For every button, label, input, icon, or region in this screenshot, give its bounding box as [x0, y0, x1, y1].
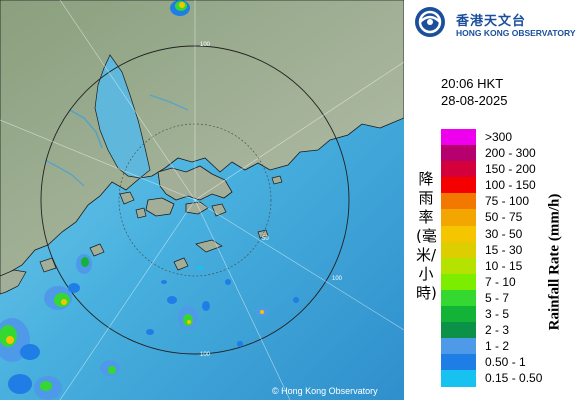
legend-label: 75 - 100 — [485, 194, 530, 209]
observatory-emblem-icon — [415, 7, 445, 37]
observatory-logo[interactable]: 香港天文台 HONG KONG OBSERVATORY — [414, 6, 576, 46]
copyright: © Hong Kong Observatory — [272, 386, 378, 396]
legend-label: 150 - 200 — [485, 162, 536, 177]
island — [135, 207, 147, 219]
island — [39, 257, 57, 273]
pearl-river-estuary — [94, 54, 151, 179]
island — [173, 257, 189, 271]
legend-swatch — [441, 338, 476, 355]
legend-label: 200 - 300 — [485, 146, 536, 161]
logo-name-en: HONG KONG OBSERVATORY — [456, 28, 576, 38]
radar-map[interactable]: 100 100 100 50 — [0, 0, 404, 400]
legend-swatch — [441, 354, 476, 371]
legend-swatch — [441, 225, 476, 242]
legend-swatch — [441, 273, 476, 290]
legend-label: 0.50 - 1 — [485, 355, 526, 370]
lantau-island — [145, 197, 175, 217]
legend-label: 7 - 10 — [485, 274, 516, 289]
legend-swatch — [441, 145, 476, 162]
legend-swatch — [441, 209, 476, 226]
legend-axis-label-zh: 降雨率(毫米/小時) — [416, 170, 437, 302]
ring-label-100: 100 — [200, 352, 211, 358]
legend-swatch — [441, 370, 476, 387]
island — [257, 229, 269, 239]
legend-swatch — [441, 322, 476, 339]
legend-panel: 香港天文台 HONG KONG OBSERVATORY 20:06 HKT 28… — [404, 0, 577, 400]
island — [89, 243, 105, 257]
ring-label-100: 100 — [332, 276, 343, 282]
legend-swatch — [441, 177, 476, 194]
legend-swatch — [441, 257, 476, 274]
legend-label: 1 - 2 — [485, 339, 510, 354]
legend-label: 10 - 15 — [485, 258, 523, 273]
legend-swatch — [441, 129, 476, 146]
legend-label: 2 - 3 — [485, 323, 510, 338]
island — [119, 191, 135, 205]
timestamp-date: 28-08-2025 — [441, 93, 508, 108]
rain-echoes — [0, 0, 299, 400]
island — [271, 175, 283, 185]
river — [44, 159, 85, 187]
logo-name-zh: 香港天文台 — [456, 14, 527, 29]
legend-label: 5 - 7 — [485, 290, 510, 305]
legend-label: >300 — [485, 130, 513, 144]
legend-label: 0.15 - 0.50 — [485, 371, 543, 386]
legend-label: 100 - 150 — [485, 178, 536, 193]
legend-swatch — [441, 193, 476, 210]
range-radials — [0, 0, 404, 400]
legend-label: 30 - 50 — [485, 226, 523, 241]
river — [149, 94, 189, 111]
west-coast — [0, 269, 27, 295]
legend-swatch — [441, 241, 476, 258]
ring-label-100: 100 — [200, 42, 211, 48]
legend-label: 15 - 30 — [485, 242, 523, 257]
mainland-land — [0, 0, 404, 277]
legend-label: 50 - 75 — [485, 210, 523, 225]
legend-swatch — [441, 161, 476, 178]
river — [69, 109, 103, 149]
legend-swatch — [441, 306, 476, 323]
ring-label-50: 50 — [262, 236, 269, 242]
legend-label: 3 - 5 — [485, 307, 510, 322]
timestamp-time: 20:06 HKT — [441, 76, 504, 91]
legend-swatch — [441, 289, 476, 307]
legend-axis-label-en: Rainfall Rate (mm/h) — [546, 193, 563, 331]
